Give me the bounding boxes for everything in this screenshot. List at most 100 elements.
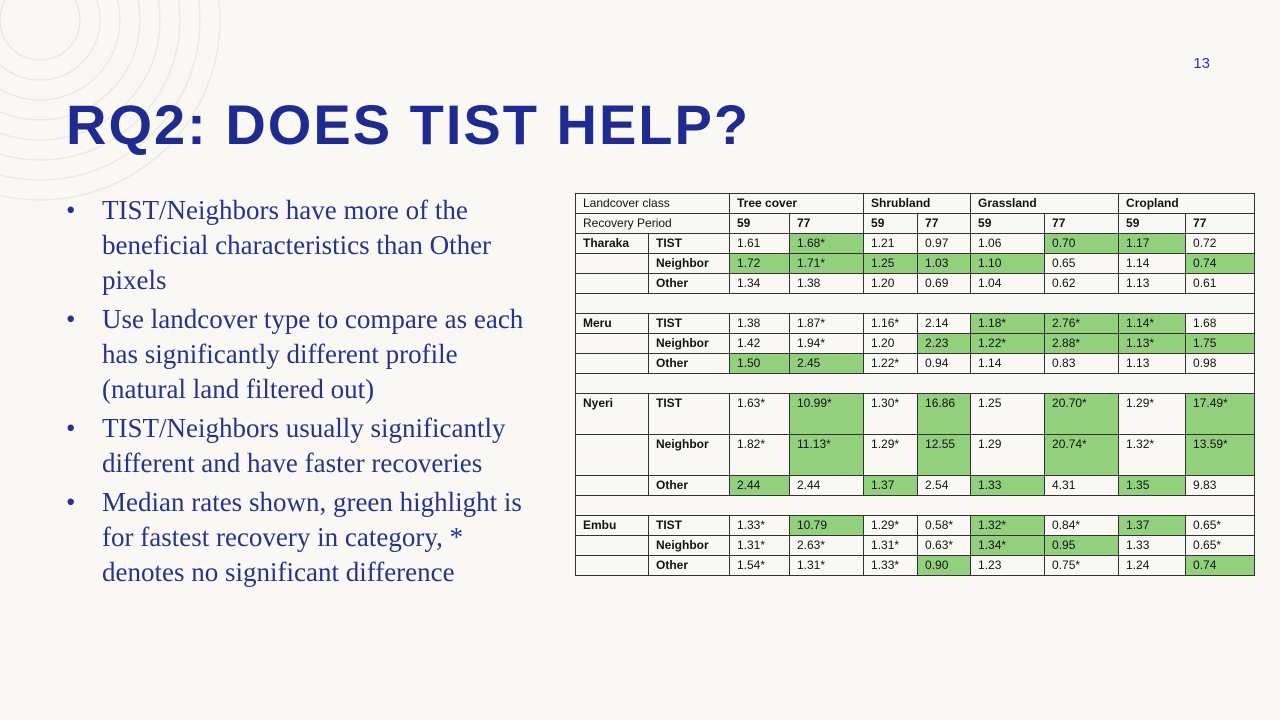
value-cell: 2.44 <box>788 475 865 496</box>
group-cell: Other <box>648 475 730 496</box>
value-cell: 1.20 <box>863 273 919 294</box>
value-cell: 1.21 <box>863 233 919 254</box>
value-cell: 0.63* <box>917 535 972 556</box>
bullet-item: • TIST/Neighbors have more of the benefic… <box>66 193 536 298</box>
value-cell: 1.38 <box>729 313 790 334</box>
value-cell: 1.18* <box>970 313 1046 334</box>
value-cell: 1.94* <box>788 333 865 354</box>
value-cell: 10.79 <box>788 515 865 536</box>
value-cell: 2.63* <box>788 535 865 556</box>
value-cell: 1.14* <box>1118 313 1187 334</box>
value-cell: 1.31* <box>863 535 919 556</box>
value-cell: 12.55 <box>917 434 972 476</box>
table-row: Neighbor 1.72 1.71* 1.25 1.03 1.10 0.65 1.14 0.7… <box>575 253 1256 274</box>
header-cell: 59 <box>729 213 790 234</box>
recovery-rates-table: Landcover class Tree cover Shrubland Gra… <box>574 193 1256 576</box>
value-cell: 9.83 <box>1185 475 1256 496</box>
spacer-row <box>574 293 1256 314</box>
value-cell: 0.74 <box>1185 253 1256 274</box>
value-cell: 0.90 <box>917 555 972 576</box>
value-cell: 1.29* <box>863 515 919 536</box>
table-row: Neighbor 1.42 1.94* 1.20 2.23 1.22* 2.88* 1.13*… <box>575 333 1256 354</box>
region-cell <box>575 555 649 576</box>
region-cell <box>575 273 649 294</box>
group-cell: Neighbor <box>648 333 730 354</box>
table-row: Other 1.50 2.45 1.22* 0.94 1.14 0.83 1.13 0.98 <box>575 353 1256 374</box>
value-cell: 1.23 <box>970 555 1046 576</box>
bullet-symbol: • <box>66 413 76 443</box>
value-cell: 1.71* <box>788 253 865 274</box>
value-cell: 0.75* <box>1044 555 1120 576</box>
value-cell: 16.86 <box>917 393 972 435</box>
value-cell: 1.68* <box>788 233 865 254</box>
decorative-arcs <box>0 0 221 201</box>
group-cell: Neighbor <box>648 535 730 556</box>
value-cell: 1.20 <box>863 333 919 354</box>
header-cell: Tree cover <box>728 193 865 214</box>
value-cell: 0.94 <box>917 353 972 374</box>
group-cell: Other <box>648 555 730 576</box>
bullet-text: Median rates shown, green highlight is f… <box>102 487 522 587</box>
group-cell: TIST <box>648 313 730 334</box>
bullet-symbol: • <box>66 195 76 225</box>
value-cell: 0.74 <box>1185 555 1256 576</box>
bullet-list: • TIST/Neighbors have more of the benefic… <box>66 193 536 594</box>
value-cell: 13.59* <box>1185 434 1256 476</box>
region-cell: Embu <box>575 515 649 536</box>
value-cell: 0.62 <box>1044 273 1120 294</box>
table-row: Neighbor 1.31* 2.63* 1.31* 0.63* 1.34* 0.95 1.3… <box>575 535 1256 556</box>
table-row: Meru TIST 1.38 1.87* 1.16* 2.14 1.18* 2.76* 1.14… <box>575 313 1256 334</box>
value-cell: 0.98 <box>1185 353 1256 374</box>
region-cell: Meru <box>575 313 649 334</box>
value-cell: 1.32* <box>1118 434 1187 476</box>
value-cell: 1.82* <box>729 434 790 476</box>
value-cell: 1.35 <box>1118 475 1187 496</box>
region-cell <box>575 333 649 354</box>
group-cell: Other <box>648 353 730 374</box>
table-row: Other 1.54* 1.31* 1.33* 0.90 1.23 0.75* 1.24 0.7… <box>575 555 1256 576</box>
value-cell: 1.38 <box>788 273 865 294</box>
value-cell: 11.13* <box>788 434 865 476</box>
value-cell: 1.22* <box>970 333 1046 354</box>
value-cell: 20.70* <box>1044 393 1120 435</box>
spacer-cell <box>574 373 1256 394</box>
bullet-symbol: • <box>66 304 76 334</box>
value-cell: 1.29 <box>970 434 1046 476</box>
group-cell: TIST <box>648 393 730 435</box>
header-cell: 59 <box>1118 213 1187 234</box>
region-cell <box>575 535 649 556</box>
value-cell: 1.13 <box>1118 353 1187 374</box>
value-cell: 0.97 <box>917 233 972 254</box>
value-cell: 2.54 <box>917 475 972 496</box>
value-cell: 1.42 <box>729 333 790 354</box>
header-row-period: Recovery Period 59 77 59 77 59 77 59 77 <box>575 213 1256 234</box>
region-cell <box>575 434 649 476</box>
region-cell <box>575 353 649 374</box>
region-cell <box>575 253 649 274</box>
value-cell: 1.04 <box>970 273 1046 294</box>
value-cell: 17.49* <box>1185 393 1256 435</box>
value-cell: 1.24 <box>1118 555 1187 576</box>
value-cell: 0.69 <box>917 273 972 294</box>
value-cell: 1.03 <box>917 253 972 274</box>
value-cell: 0.84* <box>1044 515 1120 536</box>
value-cell: 1.33 <box>970 475 1046 496</box>
group-cell: Other <box>648 273 730 294</box>
bullet-symbol: • <box>66 487 76 517</box>
value-cell: 1.31* <box>788 555 865 576</box>
region-cell: Tharaka <box>575 233 649 254</box>
value-cell: 2.14 <box>917 313 972 334</box>
header-cell: 77 <box>1044 213 1120 234</box>
value-cell: 1.54* <box>729 555 790 576</box>
value-cell: 0.95 <box>1044 535 1120 556</box>
value-cell: 1.17 <box>1118 233 1187 254</box>
header-cell: 77 <box>917 213 972 234</box>
value-cell: 1.33* <box>729 515 790 536</box>
value-cell: 1.37 <box>1118 515 1187 536</box>
value-cell: 0.65* <box>1185 535 1256 556</box>
bullet-text: TIST/Neighbors usually significantly dif… <box>102 413 506 478</box>
spacer-row <box>574 495 1256 516</box>
header-cell: Recovery Period <box>575 213 730 234</box>
value-cell: 1.14 <box>1118 253 1187 274</box>
value-cell: 1.34 <box>729 273 790 294</box>
